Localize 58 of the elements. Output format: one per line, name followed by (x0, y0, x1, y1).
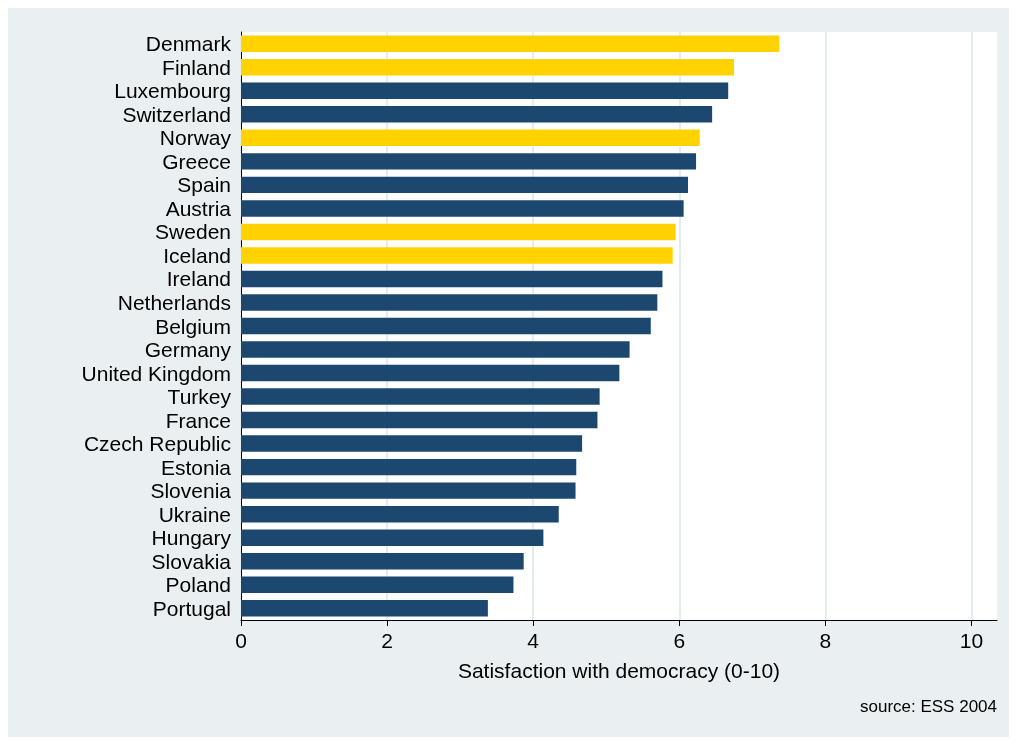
bar (241, 294, 658, 311)
bar (241, 247, 673, 264)
y-tick-label: Czech Republic (83, 432, 231, 456)
y-tick-label: Finland (162, 55, 231, 79)
bar (241, 576, 514, 593)
y-tick-label: Portugal (152, 596, 231, 620)
bar (241, 59, 735, 76)
bar (241, 106, 713, 123)
bar (241, 153, 697, 170)
x-axis-title: Satisfaction with democracy (0-10) (457, 659, 781, 682)
bar (241, 435, 583, 452)
x-tick-label: 8 (819, 629, 832, 652)
y-tick-label: Norway (159, 126, 232, 150)
bar (241, 129, 700, 147)
y-tick-label: Switzerland (122, 102, 231, 126)
y-tick-label: France (165, 408, 231, 432)
bar (241, 35, 780, 52)
y-tick-label: Slovakia (151, 549, 232, 573)
y-tick-label: Hungary (151, 526, 232, 550)
bar (241, 458, 577, 476)
y-tick-label: United Kingdom (81, 361, 231, 385)
x-tick-label: 4 (527, 629, 540, 652)
bar (241, 176, 689, 194)
x-tick-label: 6 (673, 629, 686, 652)
y-tick-label: Netherlands (117, 290, 231, 314)
bar (241, 223, 676, 241)
bar (241, 200, 684, 217)
y-tick-label: Ireland (166, 267, 231, 291)
bar (241, 552, 524, 570)
y-tick-label: Spain (177, 173, 231, 197)
y-tick-label: Iceland (163, 243, 231, 267)
bar (241, 411, 598, 429)
bar (241, 317, 651, 335)
y-tick-label: Austria (165, 196, 232, 220)
bar (241, 270, 663, 288)
y-tick-label: Germany (144, 338, 232, 362)
bar (241, 82, 729, 100)
y-tick-label: Poland (165, 573, 231, 597)
x-tick-label: 0 (235, 629, 247, 652)
x-tick-label: 10 (959, 629, 984, 652)
source-note: source: ESS 2004 (859, 697, 997, 716)
y-tick-label: Estonia (160, 455, 232, 479)
y-tick-label: Belgium (155, 314, 231, 338)
bar (241, 341, 630, 358)
bar (241, 388, 600, 405)
bar (241, 364, 620, 382)
y-tick-label: Sweden (155, 220, 231, 244)
y-tick-label: Slovenia (150, 479, 232, 503)
y-tick-label: Turkey (167, 385, 232, 409)
bar (241, 529, 544, 546)
y-tick-label: Ukraine (158, 502, 231, 526)
y-tick-label: Denmark (145, 32, 232, 56)
y-tick-label: Greece (162, 149, 231, 173)
x-tick-label: 2 (381, 629, 393, 652)
y-tick-label: Luxembourg (114, 79, 231, 103)
bar (241, 482, 576, 499)
bar (241, 600, 488, 617)
bar (241, 505, 559, 523)
